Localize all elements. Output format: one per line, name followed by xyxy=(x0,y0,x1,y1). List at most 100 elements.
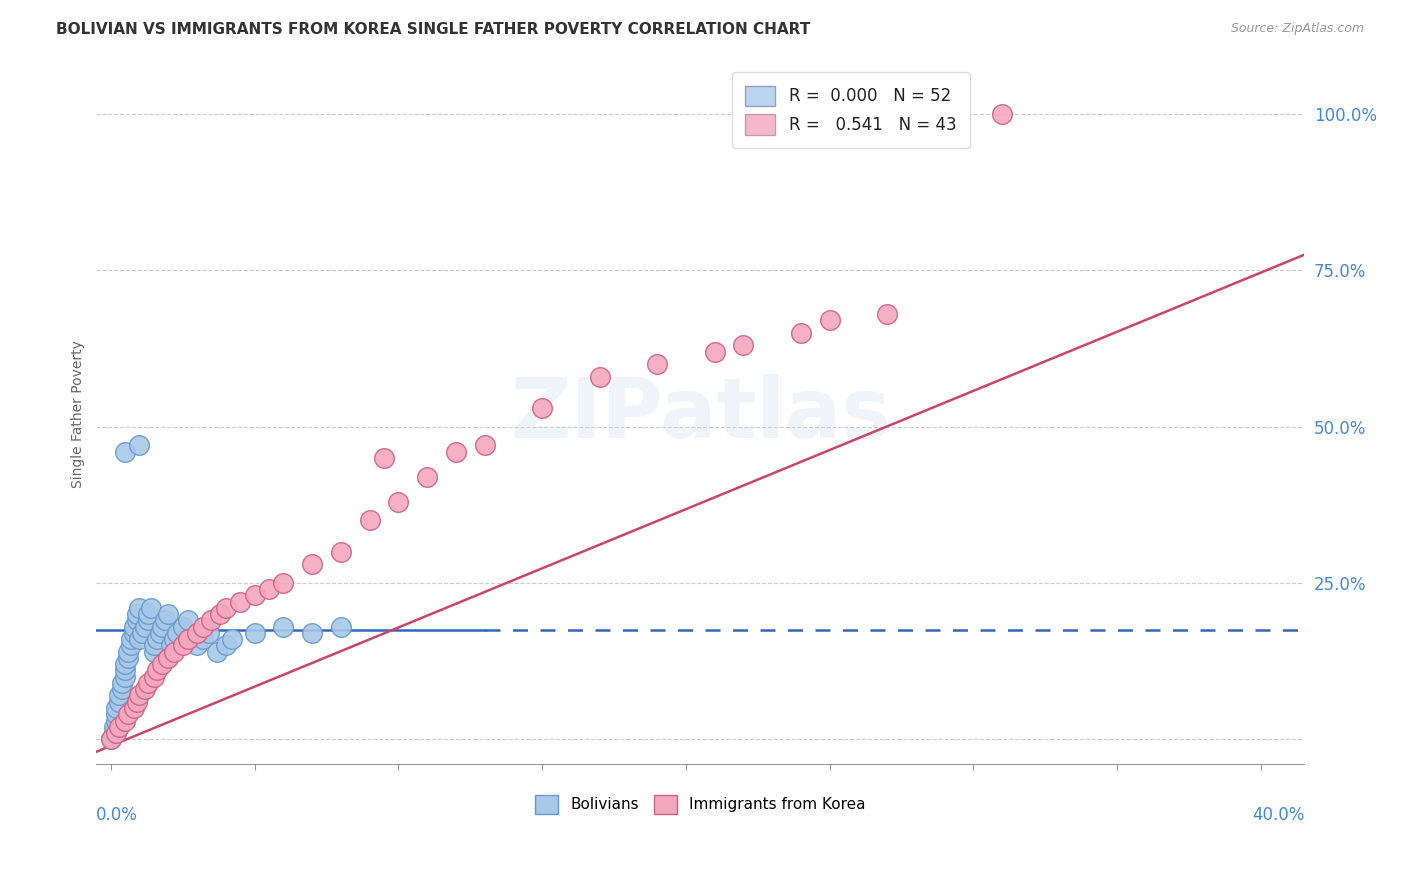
Point xyxy=(215,639,238,653)
Text: Source: ZipAtlas.com: Source: ZipAtlas.com xyxy=(1230,22,1364,36)
Point xyxy=(416,469,439,483)
Text: 40.0%: 40.0% xyxy=(1251,806,1305,824)
Point xyxy=(163,632,186,647)
Point xyxy=(114,714,136,728)
Point xyxy=(163,645,186,659)
Point xyxy=(172,620,194,634)
Point xyxy=(359,513,381,527)
Point xyxy=(444,444,467,458)
Point xyxy=(120,639,142,653)
Point xyxy=(177,614,200,628)
Point xyxy=(114,657,136,672)
Point xyxy=(139,601,162,615)
Point xyxy=(205,645,228,659)
Point xyxy=(117,707,139,722)
Point xyxy=(152,657,174,672)
Point xyxy=(876,307,898,321)
Point xyxy=(108,695,131,709)
Legend: Bolivians, Immigrants from Korea: Bolivians, Immigrants from Korea xyxy=(529,789,872,820)
Point xyxy=(100,732,122,747)
Point xyxy=(257,582,280,597)
Point xyxy=(108,720,131,734)
Point xyxy=(157,651,180,665)
Point xyxy=(271,620,294,634)
Point xyxy=(271,576,294,591)
Point xyxy=(215,601,238,615)
Point xyxy=(117,651,139,665)
Point xyxy=(733,338,755,352)
Point xyxy=(200,614,222,628)
Point xyxy=(243,626,266,640)
Point xyxy=(145,632,167,647)
Point xyxy=(105,701,128,715)
Point xyxy=(128,632,150,647)
Point xyxy=(191,620,214,634)
Text: ZIPatlas: ZIPatlas xyxy=(510,374,891,455)
Point xyxy=(111,676,134,690)
Point xyxy=(329,545,352,559)
Point xyxy=(152,620,174,634)
Point xyxy=(136,676,159,690)
Point xyxy=(136,607,159,622)
Point xyxy=(100,732,122,747)
Point xyxy=(114,670,136,684)
Text: BOLIVIAN VS IMMIGRANTS FROM KOREA SINGLE FATHER POVERTY CORRELATION CHART: BOLIVIAN VS IMMIGRANTS FROM KOREA SINGLE… xyxy=(56,22,810,37)
Point xyxy=(588,369,610,384)
Point xyxy=(142,645,165,659)
Point xyxy=(301,558,323,572)
Point xyxy=(105,726,128,740)
Point xyxy=(186,626,208,640)
Point xyxy=(105,714,128,728)
Point xyxy=(125,695,148,709)
Point xyxy=(122,701,145,715)
Point xyxy=(103,726,125,740)
Point xyxy=(155,614,177,628)
Point xyxy=(128,689,150,703)
Point xyxy=(149,626,172,640)
Point xyxy=(122,626,145,640)
Point xyxy=(172,639,194,653)
Point xyxy=(131,626,153,640)
Point xyxy=(128,438,150,452)
Point xyxy=(166,626,188,640)
Point xyxy=(229,595,252,609)
Point xyxy=(991,107,1014,121)
Point xyxy=(329,620,352,634)
Point xyxy=(191,632,214,647)
Point xyxy=(157,607,180,622)
Point xyxy=(221,632,243,647)
Point xyxy=(122,620,145,634)
Point xyxy=(177,632,200,647)
Point xyxy=(120,632,142,647)
Point xyxy=(114,664,136,678)
Text: 0.0%: 0.0% xyxy=(97,806,138,824)
Point xyxy=(105,707,128,722)
Point xyxy=(114,444,136,458)
Point xyxy=(142,670,165,684)
Point xyxy=(703,344,725,359)
Point xyxy=(531,401,554,415)
Point xyxy=(197,626,219,640)
Point xyxy=(301,626,323,640)
Point xyxy=(142,639,165,653)
Point xyxy=(645,357,668,371)
Point xyxy=(790,326,813,340)
Point xyxy=(387,494,409,508)
Point xyxy=(111,682,134,697)
Point xyxy=(208,607,231,622)
Point xyxy=(108,689,131,703)
Point xyxy=(103,720,125,734)
Point xyxy=(145,664,167,678)
Y-axis label: Single Father Poverty: Single Father Poverty xyxy=(72,340,86,488)
Point xyxy=(160,639,183,653)
Point xyxy=(136,614,159,628)
Point xyxy=(125,607,148,622)
Point xyxy=(373,450,395,465)
Point xyxy=(125,614,148,628)
Point xyxy=(128,601,150,615)
Point xyxy=(186,639,208,653)
Point xyxy=(134,682,156,697)
Point xyxy=(134,620,156,634)
Point xyxy=(818,313,841,327)
Point xyxy=(243,589,266,603)
